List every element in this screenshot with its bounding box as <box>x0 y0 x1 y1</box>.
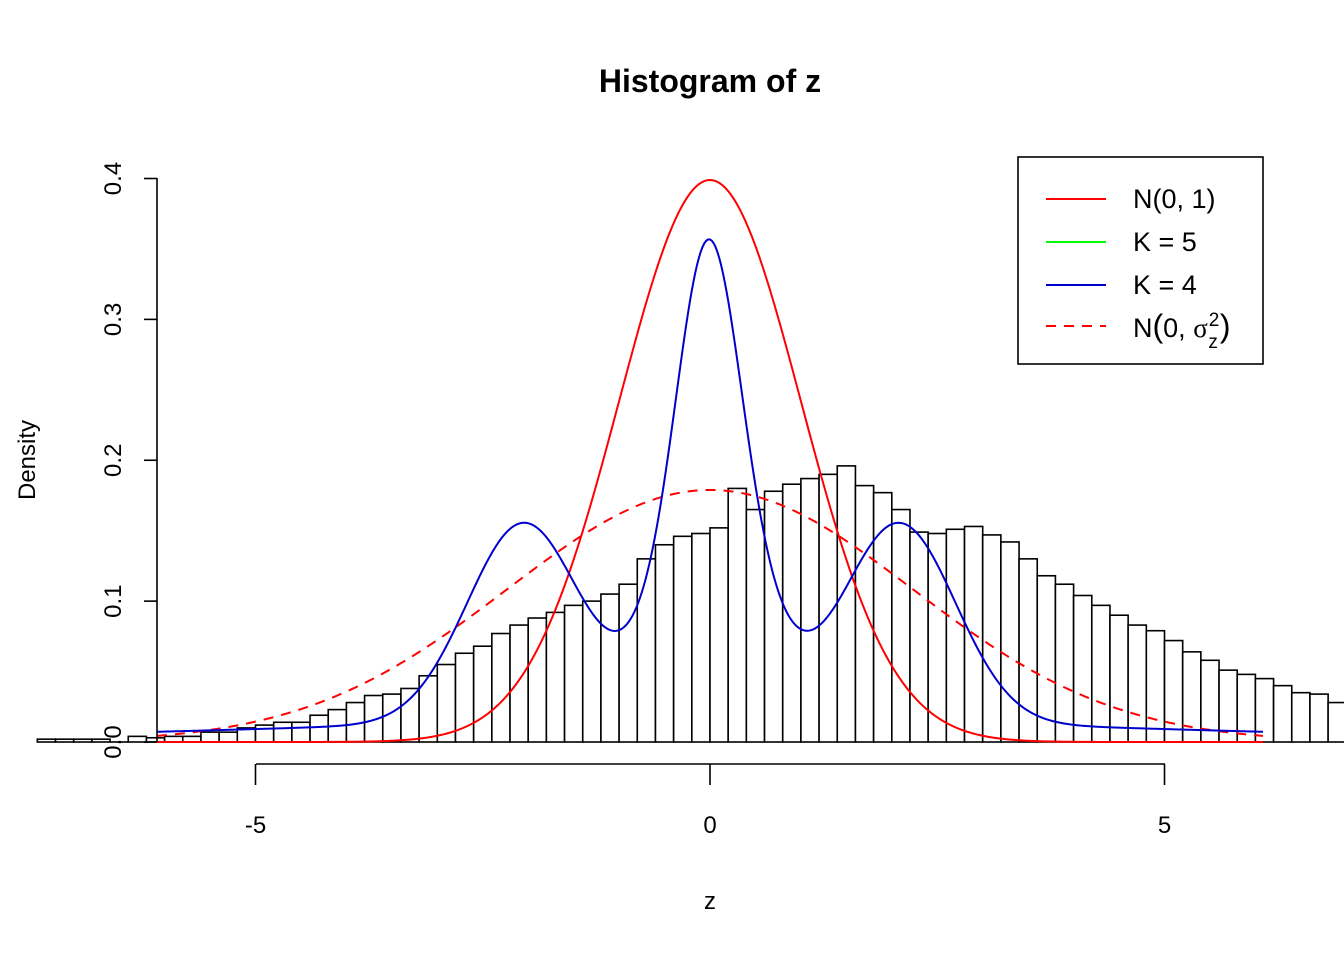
legend-label-k4: K = 4 <box>1133 270 1197 300</box>
x-axis: -10-50510 <box>245 763 1171 839</box>
density-curves <box>156 178 1264 743</box>
histogram-bar <box>72 738 93 743</box>
histogram-bar <box>636 558 657 743</box>
histogram-bar <box>436 663 457 743</box>
histogram-bar <box>381 693 402 743</box>
histogram-bar <box>709 527 729 743</box>
histogram-bar <box>1181 651 1202 743</box>
legend-label-n01: N(0, 1) <box>1133 184 1216 214</box>
legend-box <box>1017 156 1264 365</box>
legend-nsigma-sigma: σ <box>1193 313 1208 343</box>
histogram-bar <box>127 735 148 743</box>
histogram-bar <box>54 738 75 743</box>
histogram-bar <box>218 731 239 743</box>
histogram-bar <box>454 652 475 743</box>
histogram-bar <box>981 534 1002 743</box>
curve-k-4 <box>156 238 1264 733</box>
histogram-bar <box>836 465 857 743</box>
histogram-bar <box>854 484 875 743</box>
y-axis: 0.0 0.1 0.2 0.3 0.4 <box>100 162 158 759</box>
histogram-bar <box>1109 614 1129 743</box>
histogram-bar <box>654 543 675 743</box>
chart-title: Histogram of z <box>599 63 821 99</box>
histogram-bar <box>36 738 57 743</box>
x-axis-label: z <box>704 888 716 915</box>
histogram-bar <box>1090 604 1111 743</box>
y-axis-label: Density <box>14 420 41 500</box>
histogram-bar <box>1072 594 1093 743</box>
legend-nsigma-sup: 2 <box>1209 310 1220 331</box>
y-tick-label: 0.0 <box>100 725 127 758</box>
histogram-bar <box>491 632 511 743</box>
legend-nsigma-zero: 0, <box>1163 313 1193 343</box>
histogram-bar <box>909 531 929 743</box>
y-tick-label: 0.2 <box>100 444 127 477</box>
histogram-bar <box>1000 541 1020 743</box>
histogram-bar <box>890 508 911 743</box>
histogram-bar <box>1163 639 1184 743</box>
histogram-bar <box>1054 583 1075 743</box>
legend-nsigma-close: ) <box>1220 308 1231 344</box>
histogram-bar <box>545 611 566 743</box>
y-tick-label: 0.1 <box>100 584 127 617</box>
legend-nsigma-prefix: N <box>1133 313 1153 343</box>
curve-n-0-1- <box>157 178 1263 743</box>
histogram-bar <box>200 731 220 743</box>
histogram-bars <box>36 465 1344 743</box>
histogram-bar <box>1272 684 1293 743</box>
histogram-bar <box>691 532 711 743</box>
histogram-bar <box>672 535 693 743</box>
histogram-bar <box>745 508 766 743</box>
histogram-bar <box>291 721 311 743</box>
x-tick-label: 5 <box>1158 812 1171 839</box>
curve-n-0-z- <box>156 488 1264 737</box>
legend-nsigma-open: ( <box>1153 308 1164 344</box>
legend-label-k5: K = 5 <box>1133 227 1197 257</box>
histogram-bar <box>272 721 293 743</box>
histogram-bar <box>509 624 529 743</box>
histogram-bar <box>472 645 493 743</box>
x-tick-label: -5 <box>245 812 266 839</box>
histogram-bar <box>1309 693 1329 743</box>
legend-nsigma-sub: z <box>1208 332 1218 353</box>
y-tick-label: 0.4 <box>100 162 127 195</box>
histogram-bar <box>781 483 802 743</box>
histogram-bar <box>309 714 330 743</box>
legend-label-nsigma: N(0, σ2 z) <box>1133 308 1230 353</box>
histogram-bar <box>1290 691 1311 743</box>
histogram-bar <box>1127 624 1148 743</box>
y-tick-label: 0.3 <box>100 303 127 336</box>
histogram-bar <box>618 583 639 743</box>
histogram-bar <box>945 528 966 743</box>
histogram-bar <box>400 687 420 743</box>
histogram-bar <box>563 604 584 743</box>
x-tick-label: 0 <box>703 812 716 839</box>
legend: N(0, 1) K = 5 K = 4 N(0, σ2 z) <box>1017 156 1264 365</box>
histogram-bar <box>763 490 784 743</box>
histogram-bar <box>91 738 111 743</box>
histogram-bar <box>1145 629 1166 743</box>
histogram-bar <box>1327 701 1344 743</box>
histogram-bar <box>727 487 748 743</box>
histogram-bar <box>600 593 620 743</box>
